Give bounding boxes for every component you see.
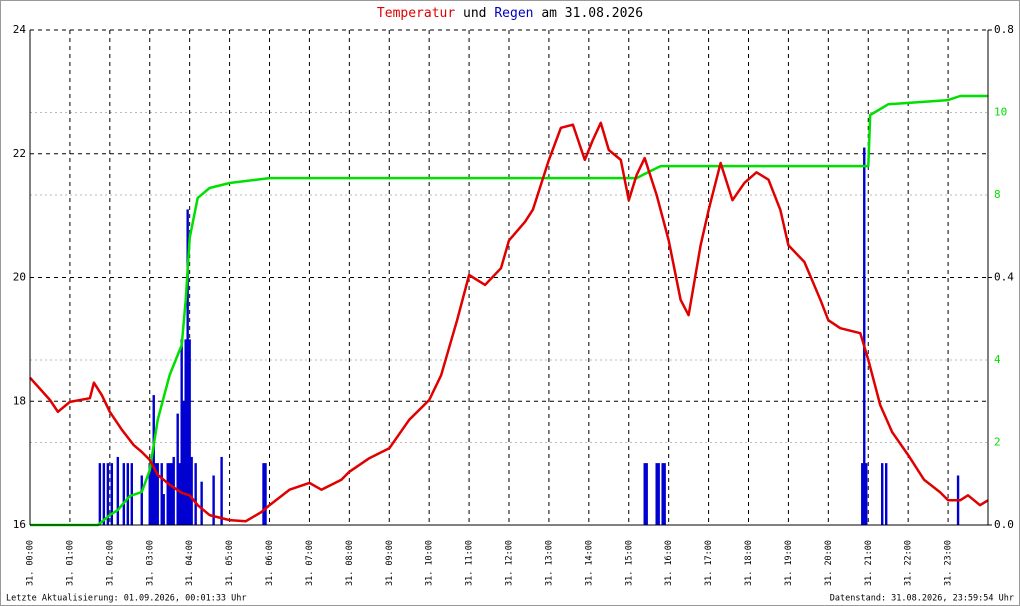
- title-part: und: [463, 6, 486, 21]
- rain-bar: [643, 463, 646, 525]
- rain-bar: [116, 456, 120, 525]
- x-tick-label: 31. 00:00: [26, 540, 36, 586]
- rain-bar: [98, 463, 102, 525]
- rain-bar: [150, 463, 153, 525]
- rain-bar: [126, 463, 129, 525]
- x-tick-label: 31. 22:00: [904, 540, 914, 586]
- y2-tick-label: 10: [994, 106, 1007, 119]
- x-tick-label: 31. 16:00: [664, 540, 674, 586]
- rain-bar: [663, 463, 666, 525]
- x-tick-label: 31. 10:00: [425, 540, 435, 586]
- y-tick-label: 20: [13, 271, 26, 284]
- title-part: Regen: [494, 6, 533, 21]
- rain-bar: [657, 463, 660, 525]
- rain-bar: [172, 456, 175, 525]
- x-tick-label: 31. 14:00: [584, 540, 594, 586]
- rain-bar: [200, 481, 203, 525]
- x-tick-label: 31. 13:00: [544, 540, 554, 586]
- rain-bar: [122, 463, 126, 525]
- x-tick-label: 31. 20:00: [824, 540, 834, 586]
- x-tick-label: 31. 07:00: [305, 540, 315, 586]
- rain-bar: [176, 413, 179, 525]
- title-part: am 31.08.2026: [541, 6, 643, 21]
- rain-bar: [110, 463, 114, 525]
- footer-right: Datenstand: 31.08.2026, 23:59:54 Uhr: [830, 594, 1014, 604]
- rain-bar: [140, 475, 143, 525]
- x-tick-label: 31. 19:00: [784, 540, 794, 586]
- rain-bar: [262, 463, 265, 525]
- rain-bar: [184, 339, 187, 525]
- rain-bar: [180, 339, 183, 525]
- y3-tick-label: 0.4: [994, 271, 1014, 284]
- x-tick-label: 31. 21:00: [864, 540, 874, 586]
- x-tick-label: 31. 18:00: [744, 540, 754, 586]
- footer-left: Letzte Aktualisierung: 01.09.2026, 00:01…: [6, 594, 247, 604]
- x-tick-label: 31. 03:00: [145, 540, 155, 586]
- rain-bar: [863, 147, 866, 525]
- rain-bar: [178, 463, 181, 525]
- x-tick-label: 31. 04:00: [185, 540, 195, 586]
- y-tick-label: 24: [13, 23, 27, 36]
- x-tick-label: 31. 08:00: [345, 540, 355, 586]
- x-tick-label: 31. 11:00: [465, 540, 475, 586]
- rain-bar: [188, 339, 191, 525]
- x-tick-label: 31. 06:00: [265, 540, 275, 586]
- x-tick-label: 31. 23:00: [944, 540, 954, 586]
- y3-tick-label: 0.0: [994, 518, 1014, 531]
- rain-bar: [106, 463, 110, 525]
- title-part: Temperatur: [377, 6, 455, 21]
- rain-bar: [220, 456, 223, 525]
- y-tick-label: 22: [13, 147, 26, 160]
- y-tick-label: 16: [13, 518, 26, 531]
- rain-bar: [861, 463, 864, 525]
- x-tick-label: 31. 15:00: [624, 540, 634, 586]
- x-tick-label: 31. 01:00: [65, 540, 75, 586]
- rain-bar: [661, 463, 664, 525]
- rain-bar: [166, 463, 169, 525]
- rain-bar: [186, 209, 189, 525]
- data-line: [29, 121, 989, 523]
- x-tick-label: 31. 05:00: [225, 540, 235, 586]
- y2-tick-label: 4: [994, 353, 1001, 366]
- x-tick-label: 31. 02:00: [105, 540, 115, 586]
- rain-bar: [152, 395, 155, 525]
- rain-bar: [212, 475, 215, 525]
- rain-bar: [182, 401, 185, 525]
- y2-tick-label: 2: [994, 436, 1001, 449]
- rain-bar: [102, 463, 106, 525]
- rain-bar: [130, 463, 133, 525]
- x-tick-label: 31. 09:00: [385, 540, 395, 586]
- rain-bar: [865, 463, 868, 525]
- rain-bar: [162, 494, 165, 525]
- rain-bar: [170, 463, 173, 525]
- rain-bar: [881, 463, 884, 525]
- y-tick-label: 18: [13, 394, 26, 407]
- rain-bar: [190, 456, 193, 525]
- y3-tick-label: 0.8: [994, 23, 1014, 36]
- data-line: [30, 94, 988, 527]
- rain-bar: [168, 463, 171, 525]
- chart-title: Temperatur und Regen am 31.08.2026: [377, 6, 643, 21]
- rain-bar: [194, 463, 197, 525]
- rain-bar: [655, 463, 658, 525]
- rain-bar: [156, 463, 159, 525]
- rain-bar: [154, 463, 157, 525]
- x-tick-label: 31. 17:00: [704, 540, 714, 586]
- rain-bar: [885, 463, 888, 525]
- rain-bar: [148, 463, 151, 525]
- rain-bar: [645, 463, 648, 525]
- rain-bar: [160, 463, 163, 525]
- rain-bar: [264, 463, 267, 525]
- y2-tick-label: 8: [994, 188, 1001, 201]
- x-tick-label: 31. 12:00: [505, 540, 515, 586]
